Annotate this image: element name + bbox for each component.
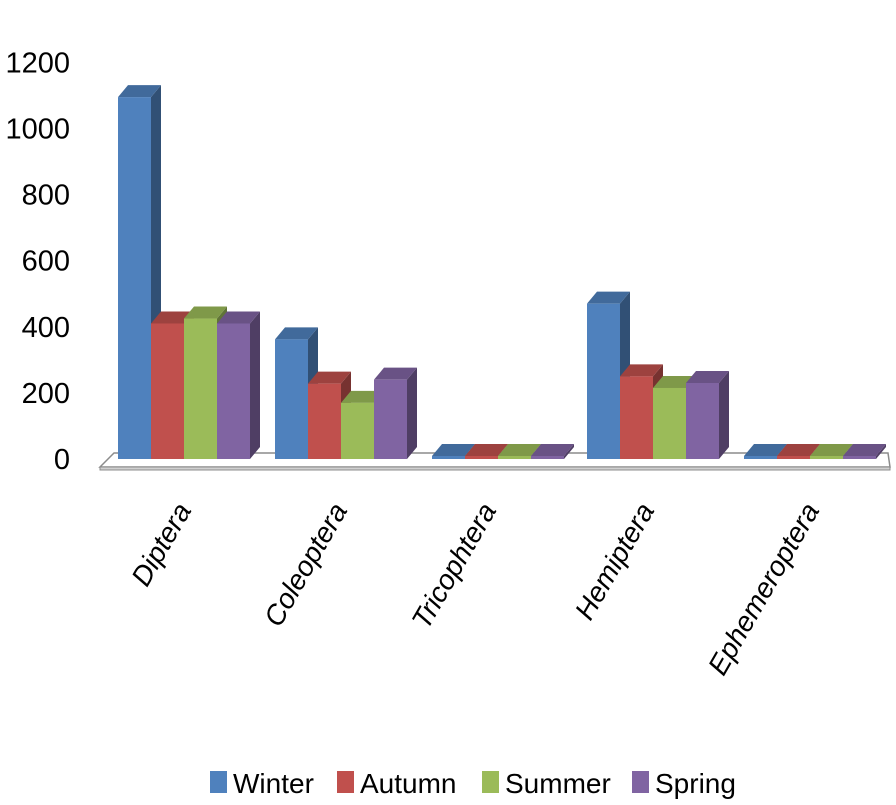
x-axis-categories: Diptera Coleoptera Tricophtera Hemiptera Eph… [125, 498, 825, 681]
legend-label: Summer [505, 768, 611, 799]
y-axis-ticks: 0 200 400 600 800 1000 1200 [5, 47, 70, 476]
bar-spring-coleoptera [374, 367, 417, 459]
legend: Winter Autumn Summer Spring [210, 768, 736, 799]
bar-spring-diptera [217, 311, 260, 459]
y-tick-label: 800 [22, 180, 70, 212]
category-label: Ephemeroptera [702, 498, 825, 681]
y-tick-label: 200 [22, 378, 70, 410]
bar-winter-diptera [118, 85, 161, 459]
category-label: Tricophtera [406, 498, 503, 634]
category-label: Coleoptera [258, 498, 353, 632]
legend-swatch [337, 771, 354, 793]
legend-item-winter: Winter [210, 768, 314, 799]
bar-spring-ephemeroptera [843, 444, 886, 459]
legend-label: Autumn [360, 768, 457, 799]
bars-group [118, 85, 886, 459]
legend-item-summer: Summer [482, 768, 611, 799]
legend-label: Spring [655, 768, 736, 799]
category-label: Diptera [125, 498, 197, 592]
category-label: Hemiptera [569, 498, 660, 625]
legend-label: Winter [233, 768, 314, 799]
legend-item-spring: Spring [632, 768, 736, 799]
legend-swatch [210, 771, 227, 793]
y-tick-label: 1200 [5, 47, 70, 79]
bar-spring-tricophtera [531, 444, 574, 459]
floor-edge [99, 466, 891, 471]
legend-item-autumn: Autumn [337, 768, 457, 799]
y-tick-label: 400 [22, 312, 70, 344]
legend-swatch [482, 771, 499, 793]
y-tick-label: 1000 [5, 114, 70, 146]
legend-swatch [632, 771, 649, 793]
y-tick-label: 0 [54, 444, 70, 476]
y-tick-label: 600 [22, 246, 70, 278]
bar-spring-hemiptera [686, 370, 729, 459]
